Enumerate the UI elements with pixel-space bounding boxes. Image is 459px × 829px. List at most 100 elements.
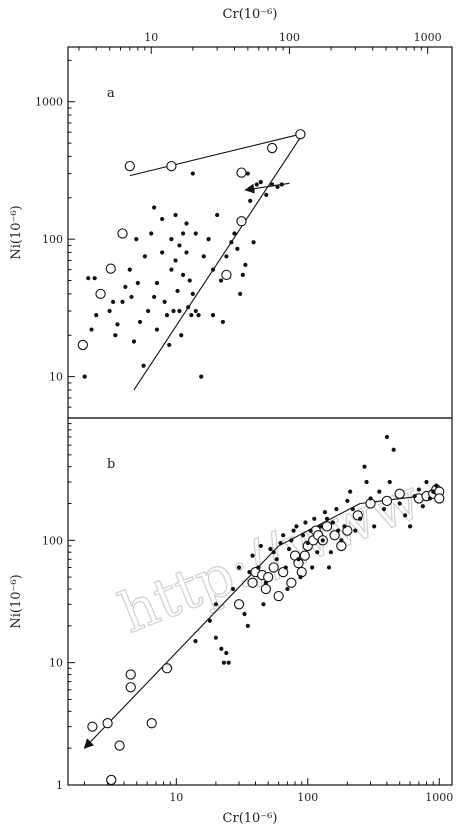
y-axis-title: Ni(10⁻⁶) <box>9 574 24 628</box>
filled-dot-point <box>412 493 417 499</box>
filled-dot-point <box>368 496 373 501</box>
filled-dot-point <box>318 524 323 529</box>
filled-dot-point <box>264 192 269 197</box>
filled-dot-point <box>134 237 139 242</box>
open-circle-point <box>95 288 106 300</box>
filled-dot-point <box>245 623 250 628</box>
filled-dot-point <box>184 250 189 255</box>
filled-dot-point <box>207 618 212 623</box>
filled-dot-point <box>224 650 229 656</box>
filled-dot-point <box>146 308 151 314</box>
filled-dot-point <box>303 520 308 525</box>
filled-dot-point <box>263 580 268 585</box>
open-circle-point <box>268 562 279 573</box>
filled-dot-point <box>416 487 421 492</box>
filled-dot-point <box>184 221 189 226</box>
open-circle-point <box>124 160 135 172</box>
open-circle-point <box>296 566 307 578</box>
filled-dot-point <box>229 240 234 245</box>
filled-dot-point <box>160 250 165 255</box>
open-circle-point <box>146 718 157 729</box>
filled-dot-point <box>271 550 276 555</box>
filled-dot-point <box>322 510 328 515</box>
open-circle-point <box>233 599 245 610</box>
filled-dot-point <box>180 231 186 236</box>
filled-dot-point <box>201 254 206 259</box>
open-circle-point <box>125 669 136 680</box>
y-tick-label: 1 <box>56 779 63 792</box>
panel-label: a <box>107 86 115 101</box>
filled-dot-point <box>224 254 229 259</box>
filled-dot-point <box>196 313 201 318</box>
filled-dot-point <box>403 513 408 518</box>
open-circle-point <box>125 682 136 693</box>
open-circle-point <box>247 577 258 588</box>
open-circle-point <box>273 590 284 602</box>
filled-dot-point <box>279 182 284 187</box>
filled-dot-point <box>127 267 132 272</box>
filled-dot-point <box>164 313 170 318</box>
open-circle-point <box>336 540 347 552</box>
filled-dot-point <box>434 483 439 488</box>
filled-dot-point <box>281 533 286 538</box>
filled-dot-point <box>258 543 264 549</box>
filled-dot-point <box>218 278 224 283</box>
open-circle-point <box>114 740 125 751</box>
filled-dot-point <box>310 565 315 570</box>
filled-dot-point <box>129 294 134 300</box>
filled-dot-point <box>190 291 195 296</box>
filled-dot-point <box>152 294 157 300</box>
filled-dot-point <box>427 496 433 501</box>
filled-dot-point <box>345 498 350 504</box>
open-circle-point <box>394 488 405 499</box>
filled-dot-point <box>120 299 125 304</box>
filled-dot-point <box>193 308 198 314</box>
x-tick-label: 10 <box>144 31 158 44</box>
filled-dot-point <box>113 333 118 338</box>
filled-dot-point <box>258 180 263 185</box>
open-circle-point <box>236 216 247 227</box>
filled-dot-point <box>285 586 290 592</box>
open-circle-point <box>77 339 88 351</box>
filled-dot-point <box>111 299 116 304</box>
filled-dot-point <box>261 602 266 607</box>
filled-dot-point <box>300 533 306 538</box>
open-circle-point <box>278 566 289 578</box>
filled-dot-point <box>220 319 225 325</box>
x-tick-label: 1000 <box>414 31 442 44</box>
filled-dot-point <box>232 231 237 236</box>
filled-dot-point <box>283 565 288 570</box>
x-tick-label: 100 <box>297 791 318 804</box>
filled-dot-point <box>177 308 182 314</box>
open-circle-point <box>299 550 311 561</box>
filled-dot-point <box>274 557 279 562</box>
filled-dot-point <box>173 212 178 218</box>
filled-dot-point <box>115 322 120 327</box>
filled-dot-point <box>210 313 216 318</box>
filled-dot-point <box>236 565 242 570</box>
filled-dot-point <box>230 586 236 592</box>
filled-dot-point <box>82 374 87 379</box>
filled-dot-point <box>190 171 195 176</box>
filled-dot-point <box>431 489 436 494</box>
filled-dot-point <box>326 565 332 570</box>
filled-dot-point <box>167 342 172 348</box>
filled-dot-point <box>238 291 243 296</box>
y-tick-label: 10 <box>49 657 63 670</box>
filled-dot-point <box>358 516 363 521</box>
filled-dot-point <box>226 660 231 665</box>
filled-dot-point <box>424 479 429 485</box>
filled-dot-point <box>240 272 245 277</box>
y-axis-title: Ni(10⁻⁶) <box>9 205 24 259</box>
filled-dot-point <box>286 546 292 552</box>
filled-dot-point <box>320 538 325 543</box>
filled-dot-point <box>171 308 176 314</box>
filled-dot-point <box>177 243 182 248</box>
y-tick-label: 1000 <box>35 96 63 109</box>
filled-dot-point <box>215 212 220 218</box>
filled-dot-point <box>387 479 392 485</box>
filled-dot-point <box>391 447 396 452</box>
filled-dot-point <box>152 205 157 210</box>
filled-dot-point <box>213 602 218 607</box>
filled-dot-point <box>173 258 178 263</box>
